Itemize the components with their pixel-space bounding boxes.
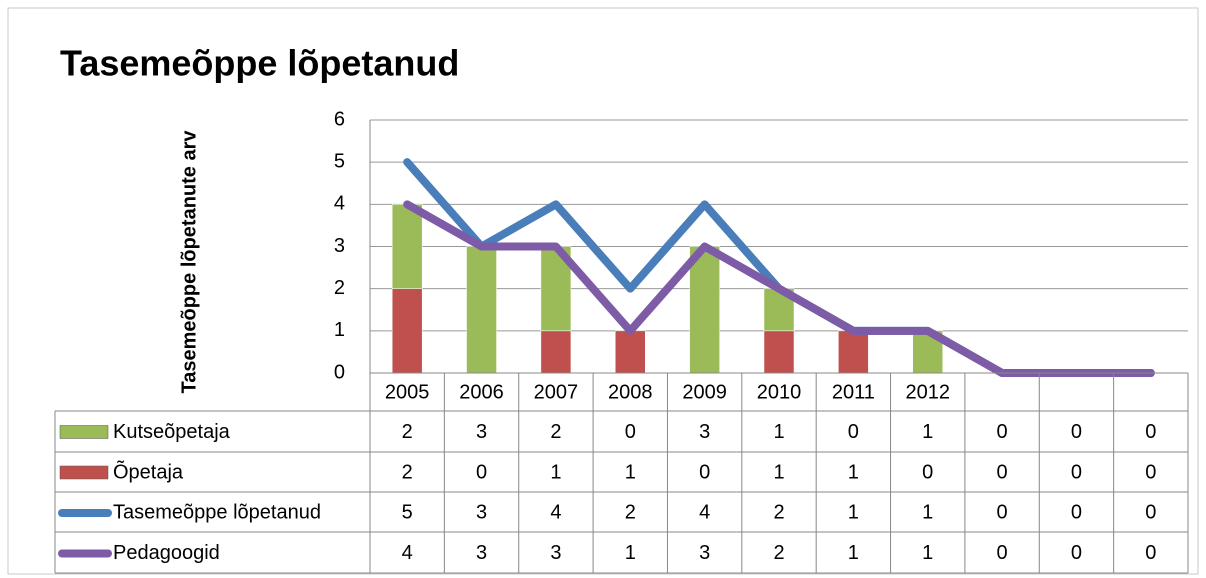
table-value: 3 — [699, 542, 710, 564]
y-axis-label: Tasemeõppe lõpetanute arv — [178, 130, 200, 394]
legend-key — [59, 465, 109, 480]
y-tick-label: 1 — [334, 319, 345, 341]
chart-frame — [7, 7, 1199, 575]
y-tick-label: 2 — [334, 277, 345, 299]
table-value: 0 — [1071, 421, 1082, 443]
bar — [689, 246, 720, 374]
table-value: 1 — [550, 461, 561, 483]
x-tick-label: 2012 — [905, 381, 950, 403]
x-tick-label: 2010 — [757, 381, 802, 403]
table-value: 0 — [997, 461, 1008, 483]
table-value: 1 — [773, 421, 784, 443]
table-value: 1 — [625, 542, 636, 564]
bar — [615, 330, 646, 374]
legend-key — [59, 425, 109, 439]
table-value: 1 — [625, 461, 636, 483]
x-tick-label: 2007 — [534, 381, 579, 403]
table-value: 0 — [848, 421, 859, 443]
legend-label: Tasemeõppe lõpetanud — [113, 501, 321, 523]
table-value: 0 — [1145, 421, 1156, 443]
table-value: 1 — [922, 501, 933, 523]
bar — [838, 330, 869, 374]
bar — [540, 330, 572, 374]
table-value: 2 — [625, 501, 636, 523]
table-value: 0 — [1071, 501, 1082, 523]
table-value: 0 — [1145, 461, 1156, 483]
table-value: 5 — [402, 501, 413, 523]
table-value: 4 — [550, 501, 561, 523]
y-tick-label: 3 — [334, 235, 345, 257]
y-tick-label: 5 — [334, 150, 345, 172]
y-tick-label: 4 — [334, 193, 345, 215]
x-tick-label: 2009 — [682, 381, 727, 403]
bar — [391, 204, 423, 289]
table-value: 0 — [1145, 542, 1156, 564]
table-value: 0 — [997, 542, 1008, 564]
table-value: 3 — [476, 501, 487, 523]
table-value: 3 — [476, 542, 487, 564]
y-tick-label: 0 — [334, 361, 345, 383]
table-value: 1 — [922, 542, 933, 564]
x-tick-label: 2005 — [385, 381, 430, 403]
table-value: 1 — [922, 421, 933, 443]
table-value: 3 — [550, 542, 561, 564]
table-value: 2 — [550, 421, 561, 443]
table-value: 4 — [402, 542, 413, 564]
legend-label: Kutseõpetaja — [113, 421, 231, 443]
table-value: 2 — [773, 501, 784, 523]
table-value: 3 — [476, 421, 487, 443]
bar — [763, 330, 795, 374]
table-value: 0 — [476, 461, 487, 483]
table-value: 1 — [848, 542, 859, 564]
table-value: 2 — [773, 542, 784, 564]
table-value: 0 — [1145, 501, 1156, 523]
table-value: 0 — [1071, 542, 1082, 564]
table-value: 1 — [848, 501, 859, 523]
legend-label: Õpetaja — [113, 459, 184, 483]
bar — [391, 288, 423, 374]
chart-title: Tasemeõppe lõpetanud — [60, 43, 459, 84]
table-value: 0 — [699, 461, 710, 483]
table-value: 1 — [773, 461, 784, 483]
table-value: 2 — [402, 421, 413, 443]
table-value: 0 — [625, 421, 636, 443]
x-tick-label: 2008 — [608, 381, 653, 403]
table-value: 3 — [699, 421, 710, 443]
y-tick-label: 6 — [334, 108, 345, 130]
table-value: 0 — [1071, 461, 1082, 483]
x-tick-label: 2011 — [832, 381, 875, 403]
table-value: 2 — [402, 461, 413, 483]
table-value: 0 — [997, 501, 1008, 523]
table-value: 0 — [922, 461, 933, 483]
table-value: 1 — [848, 461, 859, 483]
bar — [466, 246, 497, 374]
legend-label: Pedagoogid — [113, 542, 220, 564]
x-tick-label: 2006 — [459, 381, 504, 403]
table-value: 0 — [997, 421, 1008, 443]
table-value: 4 — [699, 501, 710, 523]
